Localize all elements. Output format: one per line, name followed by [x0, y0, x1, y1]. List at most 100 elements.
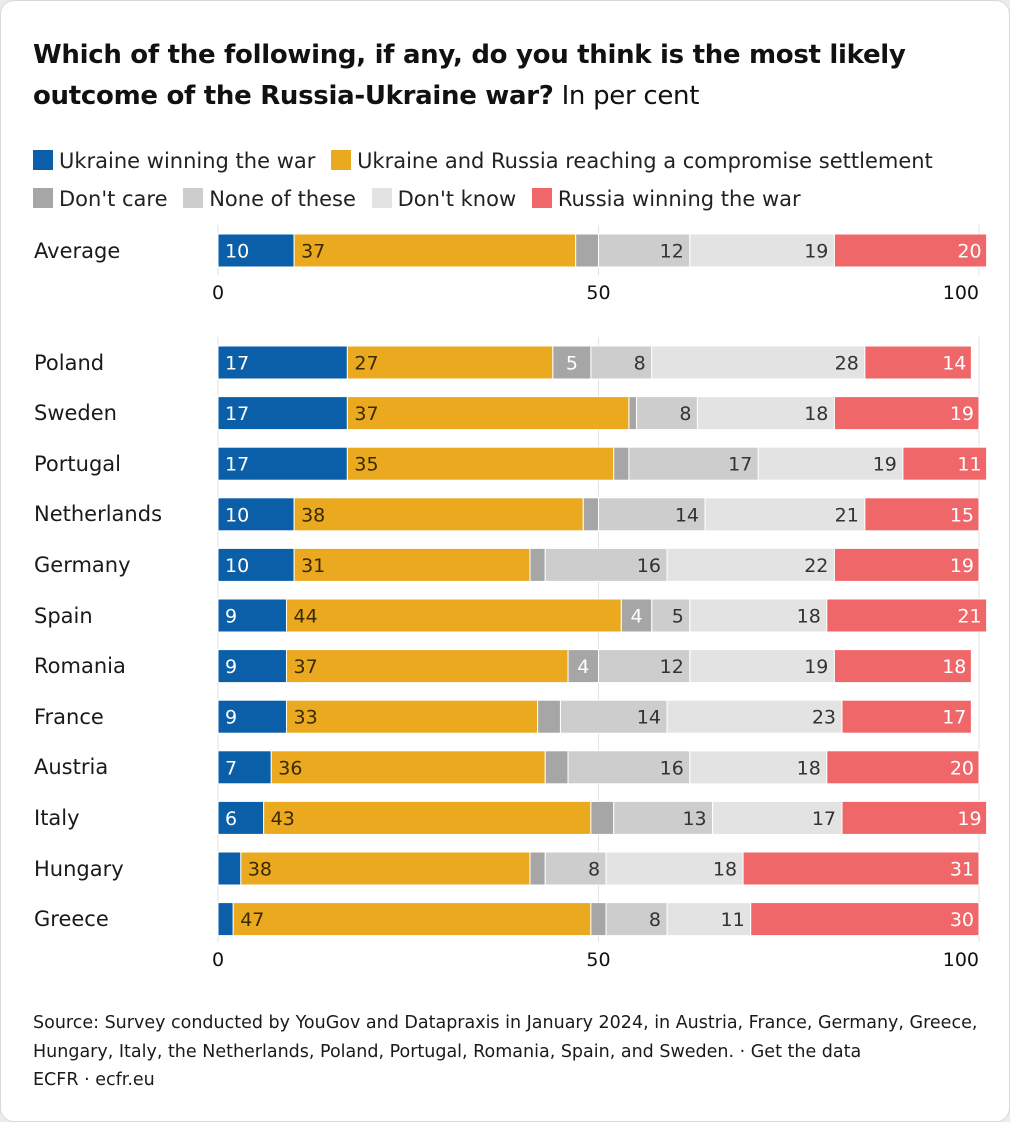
data-label: 37: [293, 656, 317, 678]
bar-segment: [217, 750, 272, 785]
bar-segment: [217, 446, 348, 481]
legend-swatch: [531, 188, 552, 208]
bar-segment: [232, 902, 592, 937]
row-label: Romania: [34, 654, 126, 679]
legend-item-compromise: Ukraine and Russia reaching a compromise…: [331, 149, 933, 173]
bar-segment: [651, 345, 866, 380]
bar-segment: [293, 233, 577, 268]
x-tick-label: 100: [943, 949, 979, 971]
data-label: 7: [225, 757, 237, 779]
publisher-credit: ECFR · ecfr.eu: [33, 1070, 155, 1090]
legend-swatch: [183, 188, 204, 208]
bar-segment: [704, 497, 866, 532]
data-label: 33: [293, 707, 317, 729]
bar-segment: [575, 233, 599, 268]
data-label: 12: [660, 241, 684, 263]
data-label: 4: [631, 606, 643, 628]
data-label: 19: [804, 241, 828, 263]
data-label: 20: [950, 757, 974, 779]
bar-segment: [636, 396, 698, 431]
bar-segment: [590, 800, 615, 835]
data-label: 5: [566, 353, 578, 375]
data-label: 30: [950, 909, 974, 931]
x-tick-label: 0: [212, 949, 224, 971]
data-label: 21: [835, 504, 859, 526]
row-label: France: [34, 704, 104, 729]
bar-segment: [567, 649, 599, 684]
data-label: 5: [672, 606, 684, 628]
bar-segment: [620, 598, 653, 633]
bar-segment: [628, 396, 638, 431]
bar-segment: [742, 851, 980, 886]
bar-segment: [285, 649, 569, 684]
data-label: 19: [950, 403, 974, 425]
bar-segment: [666, 547, 835, 582]
legend-item-none-of-these: None of these: [183, 187, 356, 211]
data-label: 14: [637, 707, 661, 729]
data-label: 8: [649, 909, 661, 931]
bar-segment: [217, 902, 234, 937]
bar-segment: [263, 800, 592, 835]
legend-item-ukraine-winning: Ukraine winning the war: [33, 149, 315, 173]
data-label: 16: [660, 757, 684, 779]
bar-segment: [613, 800, 714, 835]
data-label: 4: [577, 656, 589, 678]
row-label: Greece: [34, 907, 109, 932]
legend-item-russia-winning: Russia winning the war: [531, 187, 801, 211]
data-label: 9: [225, 656, 237, 678]
bar-segment: [666, 902, 752, 937]
bar-segment: [598, 497, 706, 532]
bar-segment: [346, 345, 554, 380]
bar-segment: [552, 345, 592, 380]
bar-segment: [217, 233, 295, 268]
bar-segment: [582, 497, 600, 532]
data-label: 38: [248, 859, 272, 881]
bar-segment: [598, 649, 691, 684]
data-label: 47: [240, 909, 264, 931]
bar-segment: [537, 699, 561, 734]
row-label: Austria: [34, 755, 109, 780]
bar-segment: [217, 396, 348, 431]
bar-segment: [689, 750, 828, 785]
bar-segment: [217, 800, 265, 835]
data-label: 10: [225, 504, 249, 526]
data-label: 28: [835, 353, 859, 375]
data-label: 14: [675, 504, 699, 526]
row-label: Average: [34, 238, 121, 263]
row-label: Hungary: [34, 856, 124, 881]
bar-segment: [757, 446, 904, 481]
legend-swatch: [331, 150, 352, 170]
data-label: 36: [278, 757, 302, 779]
data-label: 17: [728, 454, 752, 476]
data-label: 18: [713, 859, 737, 881]
data-label: 15: [950, 504, 974, 526]
row-label: Spain: [34, 603, 93, 628]
row-label: Portugal: [34, 451, 121, 476]
bar-segment: [841, 800, 988, 835]
data-label: 11: [721, 909, 745, 931]
data-label: 27: [354, 353, 378, 375]
data-label: 8: [634, 353, 646, 375]
data-label: 31: [301, 555, 325, 577]
data-label: 19: [950, 555, 974, 577]
data-label: 20: [957, 241, 981, 263]
data-label: 14: [942, 353, 966, 375]
row-label: Netherlands: [34, 502, 163, 527]
data-label: 43: [271, 808, 295, 830]
data-label: 44: [293, 606, 317, 628]
bar-segment: [598, 233, 691, 268]
data-label: 17: [225, 353, 249, 375]
x-tick-label: 100: [943, 282, 979, 304]
bar-segment: [605, 902, 668, 937]
data-label: 23: [812, 707, 836, 729]
data-label: 12: [660, 656, 684, 678]
x-tick-label: 50: [586, 949, 610, 971]
bar-segment: [826, 598, 988, 633]
bar-segment: [529, 851, 546, 886]
row-label: Italy: [34, 805, 80, 830]
chart-title: Which of the following, if any, do you t…: [33, 35, 983, 117]
data-label: 18: [797, 606, 821, 628]
row-label: Sweden: [34, 401, 117, 426]
